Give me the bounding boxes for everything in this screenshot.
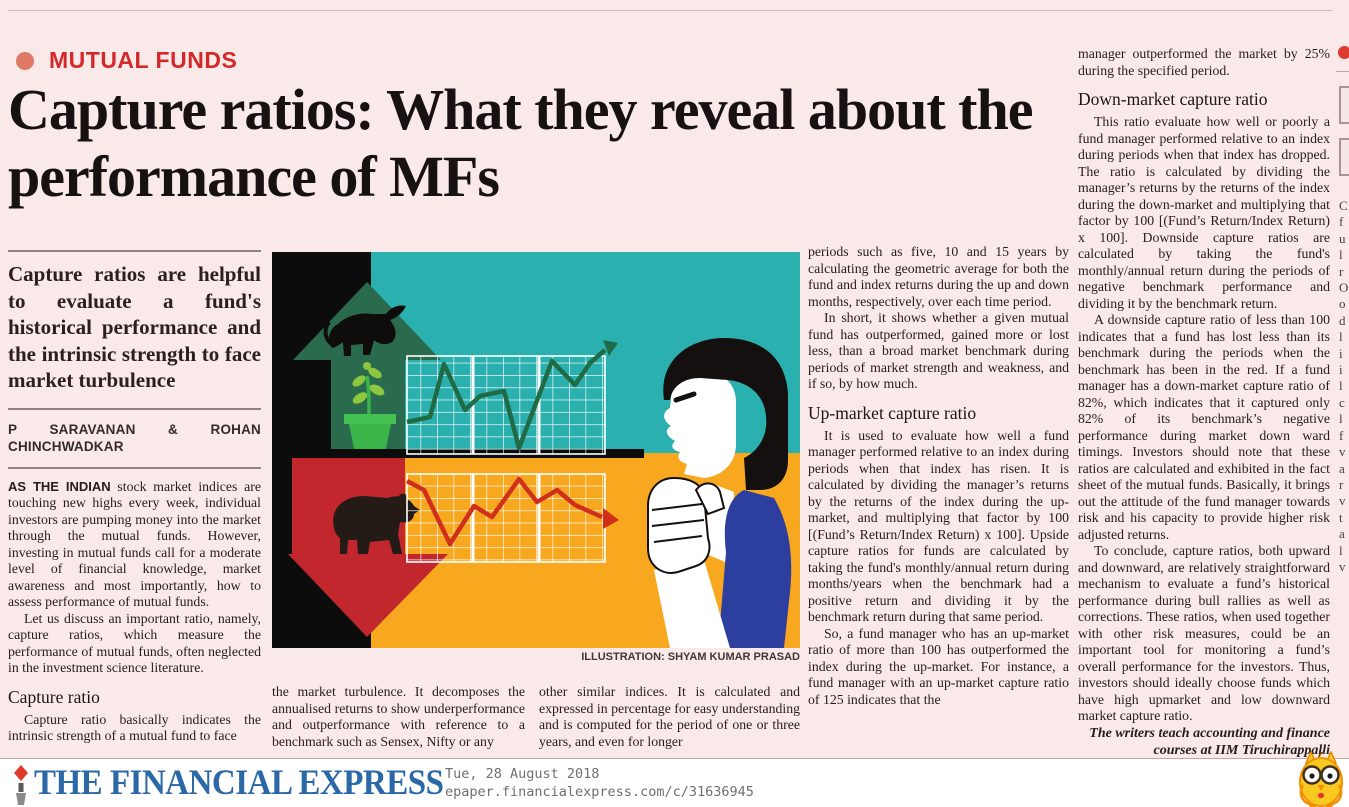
lead-in: AS THE INDIAN: [8, 478, 111, 494]
paragraph: the market turbulence. It decomposes the…: [272, 684, 525, 749]
bear-icon: [333, 493, 420, 554]
down-trend-line: [405, 476, 619, 547]
section-label: MUTUAL FUNDS: [49, 47, 238, 73]
byline: P SARAVANAN & ROHAN CHINCHWADKAR: [8, 410, 261, 469]
paragraph: manager outperformed the market by 25% d…: [1078, 46, 1330, 78]
epaper-link[interactable]: epaper.financialexpress.com/c/31636945: [445, 784, 754, 800]
owl-mascot-icon: [1299, 751, 1343, 807]
page-edge-fragment: C f u l r O o d l i i l c l f v a r v t …: [1336, 40, 1349, 756]
headline: Capture ratios: What they reveal about t…: [8, 77, 1034, 209]
paragraph: A downside capture ratio of less than 10…: [1078, 312, 1330, 542]
eyebrow: [673, 391, 697, 403]
edition-meta: Tue, 28 August 2018 epaper.financialexpr…: [445, 765, 754, 801]
hair: [663, 338, 788, 490]
bull-icon: [329, 305, 406, 356]
section-dot-icon: [16, 51, 34, 70]
paragraph: other similar indices. It is calculated …: [539, 684, 800, 749]
neighbor-box: [1339, 86, 1349, 124]
top-rule: [8, 10, 1332, 11]
paragraph: So, a fund manager who has an up-market …: [808, 625, 1069, 707]
paragraph: Capture ratio basically indicates the in…: [8, 711, 261, 744]
finger-lines: [651, 503, 705, 543]
subhead-up-market: Up-market capture ratio: [808, 402, 977, 423]
paragraph: periods such as five, 10 and 15 years by…: [808, 244, 1069, 309]
illustration: [272, 252, 800, 648]
paragraph: To conclude, capture ratios, both upward…: [1078, 543, 1330, 723]
down-chart-grid: [406, 473, 606, 563]
clipped-text-fragments: C f u l r O o d l i i l c l f v a r v t …: [1339, 198, 1349, 574]
thumb: [694, 482, 726, 516]
edition-date: Tue, 28 August 2018: [445, 766, 600, 782]
column-5: manager outperformed the market by 25% d…: [1078, 46, 1330, 760]
paragraph: AS THE INDIAN stock market indices are t…: [8, 479, 261, 611]
column-3: other similar indices. It is calculated …: [539, 684, 800, 758]
masthead-title: THE FINANCIAL EXPRESS: [34, 764, 444, 803]
shirt-blue: [718, 490, 792, 648]
column-4: periods such as five, 10 and 15 years by…: [808, 244, 1069, 758]
neighbor-rule: [1336, 71, 1349, 72]
column-1: Capture ratios are helpful to evaluate a…: [8, 250, 261, 779]
column-2: the market turbulence. It decomposes the…: [272, 684, 525, 758]
thinking-man: [647, 338, 792, 648]
standfirst: Capture ratios are helpful to evaluate a…: [8, 250, 261, 410]
up-trend-line: [406, 340, 618, 451]
paragraph: Let us discuss an important ratio, namel…: [8, 610, 261, 676]
neighbor-box: [1339, 138, 1349, 176]
subhead-capture-ratio: Capture ratio: [8, 686, 100, 707]
paragraph: It is used to evaluate how well a fund m…: [808, 427, 1069, 625]
paragraph-text: stock market indices are touching new hi…: [8, 478, 261, 610]
neighbor-section-dot-icon: [1338, 46, 1349, 59]
paragraph: In short, it shows whether a given mutua…: [808, 310, 1069, 391]
illustration-credit: ILLUSTRATION: SHYAM KUMAR PRASAD: [581, 651, 800, 663]
body-text: AS THE INDIAN stock market indices are t…: [8, 469, 261, 779]
subhead-down-market: Down-market capture ratio: [1078, 89, 1268, 109]
paragraph: This ratio evaluate how well or poorly a…: [1078, 114, 1330, 311]
author-signature: The writers teach accounting and finance…: [1089, 725, 1330, 758]
bull-tail: [323, 320, 335, 347]
footer-bar: THE FINANCIAL EXPRESS Tue, 28 August 201…: [0, 758, 1349, 807]
masthead-icon: [14, 765, 28, 805]
section-kicker: MUTUAL FUNDS: [16, 47, 237, 74]
